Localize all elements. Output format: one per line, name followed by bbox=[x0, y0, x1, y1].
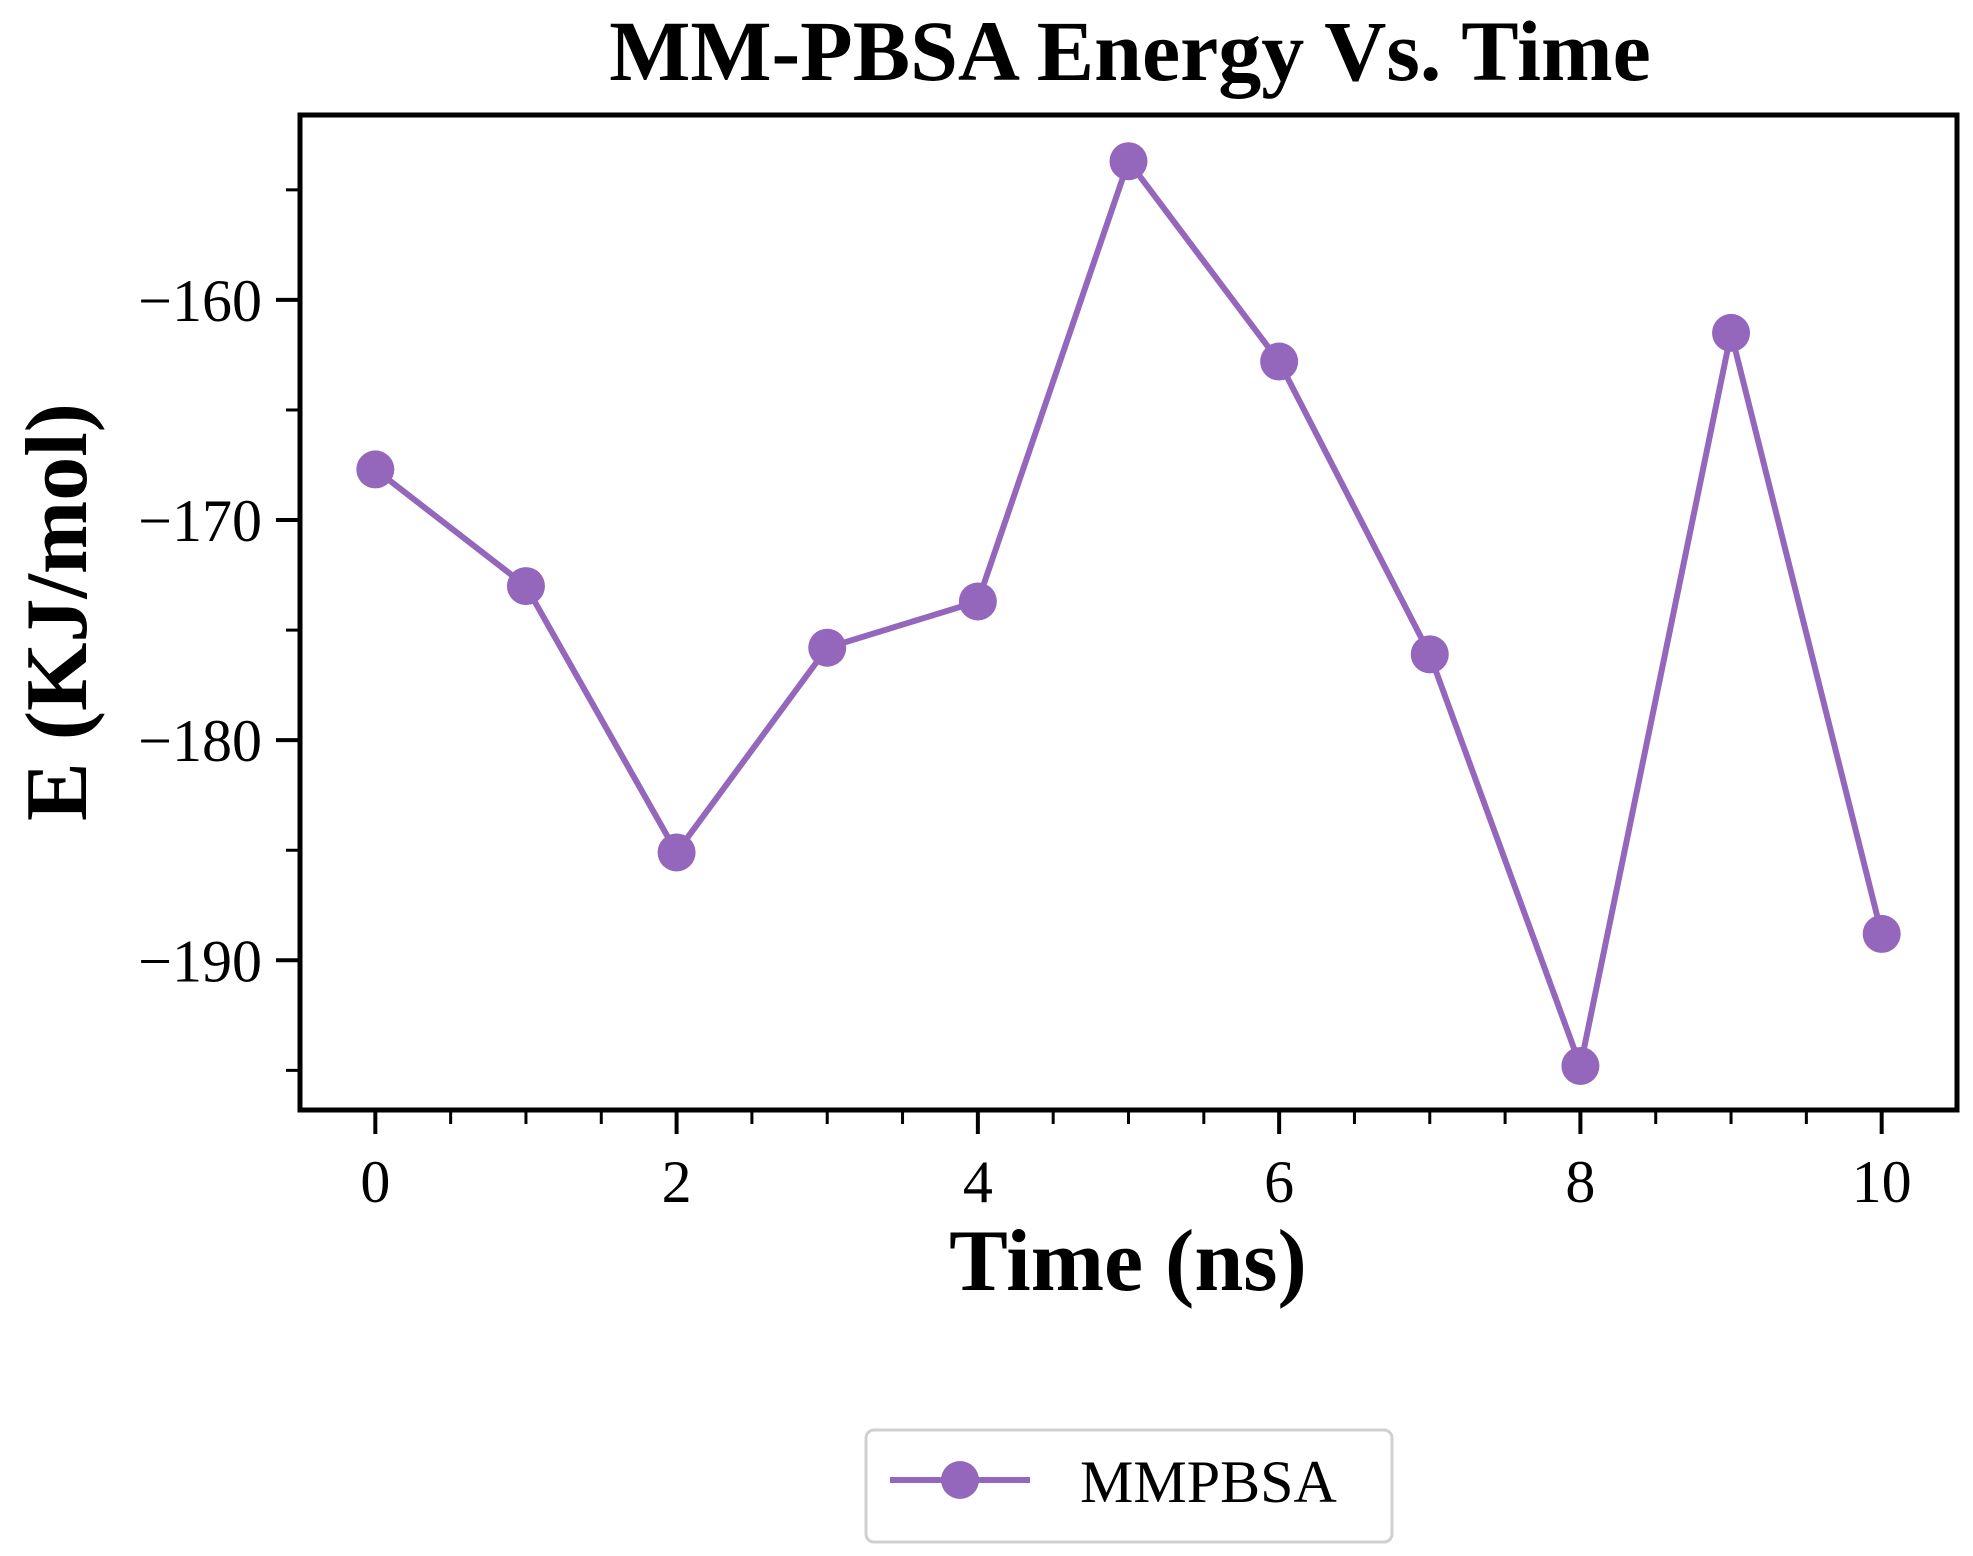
data-point bbox=[356, 450, 395, 489]
legend-frame bbox=[864, 1428, 1394, 1544]
y-axis-label: E (KJ/mol) bbox=[9, 403, 106, 821]
chart-title: MM-PBSA Energy Vs. Time bbox=[609, 3, 1651, 99]
data-point bbox=[1561, 1046, 1600, 1085]
x-tick-label: 2 bbox=[662, 1149, 692, 1215]
data-point bbox=[657, 833, 696, 872]
legend: MMPBSA bbox=[864, 1428, 1394, 1544]
plot-frame bbox=[297, 112, 1960, 1113]
y-tick-label: −180 bbox=[138, 708, 262, 774]
x-tick-label: 4 bbox=[963, 1149, 993, 1215]
legend-series-marker bbox=[941, 1461, 979, 1499]
data-point bbox=[506, 567, 545, 606]
y-tick-label: −160 bbox=[138, 268, 262, 334]
x-axis-ticks: 0 2 4 6 8 10 bbox=[360, 1110, 1912, 1215]
y-tick-label: −170 bbox=[138, 488, 262, 554]
series-line bbox=[373, 158, 1885, 1069]
x-tick-label: 8 bbox=[1565, 1149, 1595, 1215]
data-point bbox=[1109, 142, 1148, 181]
x-tick-label: 6 bbox=[1264, 1149, 1294, 1215]
data-point bbox=[1862, 914, 1901, 953]
data-point bbox=[958, 582, 997, 621]
data-point bbox=[1260, 342, 1299, 381]
series-layer bbox=[356, 142, 1901, 1085]
x-tick-label: 0 bbox=[360, 1149, 390, 1215]
legend-series-label: MMPBSA bbox=[1080, 1449, 1337, 1515]
data-point bbox=[1410, 635, 1449, 674]
data-point bbox=[1712, 313, 1751, 352]
y-axis-ticks: −160 −170 −180 −190 bbox=[138, 188, 300, 1072]
x-axis-label: Time (ns) bbox=[949, 1213, 1307, 1310]
x-tick-label: 10 bbox=[1852, 1149, 1912, 1215]
y-tick-label: −190 bbox=[138, 928, 262, 994]
data-point bbox=[808, 628, 847, 667]
